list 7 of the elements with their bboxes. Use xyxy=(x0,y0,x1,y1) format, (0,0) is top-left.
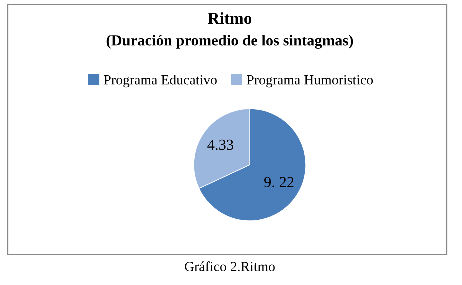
chart-subtitle: (Duración promedio de los sintagmas) xyxy=(106,35,354,49)
text: Gráfico 2.Ritmo xyxy=(185,262,275,272)
data-label: 4.33 xyxy=(208,140,234,150)
chart-title: Ritmo xyxy=(208,12,252,24)
data-label: 9. 22 xyxy=(264,177,294,188)
legend-label: Programa Educativo xyxy=(104,75,217,88)
legend-label: Programa Humoristico xyxy=(247,75,374,88)
